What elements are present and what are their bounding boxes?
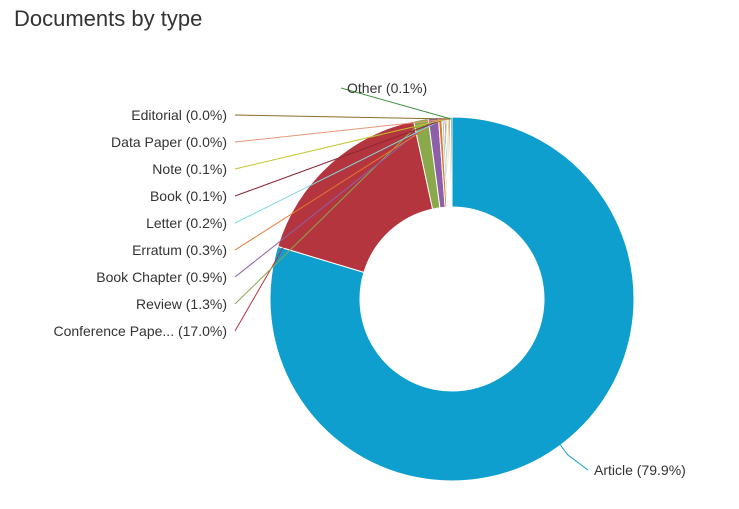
leader-line-editorial — [234, 114, 450, 120]
labels-group: Article (79.9%) Conference Pape... (17.0%… — [53, 80, 685, 478]
slice-conference-pape[interactable] — [277, 120, 434, 274]
label-other: Other (0.1%) — [347, 80, 427, 96]
label-conference-pape: Conference Pape... (17.0%) — [53, 323, 227, 339]
slice-article[interactable] — [269, 116, 635, 482]
label-note: Note (0.1%) — [152, 161, 227, 177]
label-article: Article (79.9%) — [594, 462, 686, 478]
label-review: Review (1.3%) — [136, 296, 227, 312]
leader-line-conference-pape — [234, 166, 331, 332]
slices-group — [269, 116, 635, 482]
leader-line-book-chapter — [234, 119, 434, 278]
label-book: Book (0.1%) — [150, 188, 227, 204]
leader-line-article — [558, 443, 589, 471]
leader-line-other — [340, 87, 452, 120]
label-letter: Letter (0.2%) — [146, 215, 227, 231]
leader-line-note — [234, 118, 447, 170]
label-book-chapter: Book Chapter (0.9%) — [96, 269, 227, 285]
label-erratum: Erratum (0.3%) — [132, 242, 227, 258]
leader-line-data-paper — [234, 118, 449, 143]
leader-line-review — [234, 121, 422, 305]
leader-line-letter — [234, 118, 444, 224]
leader-lines-group — [234, 87, 589, 471]
leader-line-erratum — [234, 118, 441, 251]
label-editorial: Editorial (0.0%) — [131, 107, 227, 123]
chart-title: Documents by type — [14, 6, 203, 31]
leader-line-book — [234, 118, 446, 197]
label-data-paper: Data Paper (0.0%) — [111, 134, 227, 150]
slice-other[interactable] — [449, 116, 453, 208]
